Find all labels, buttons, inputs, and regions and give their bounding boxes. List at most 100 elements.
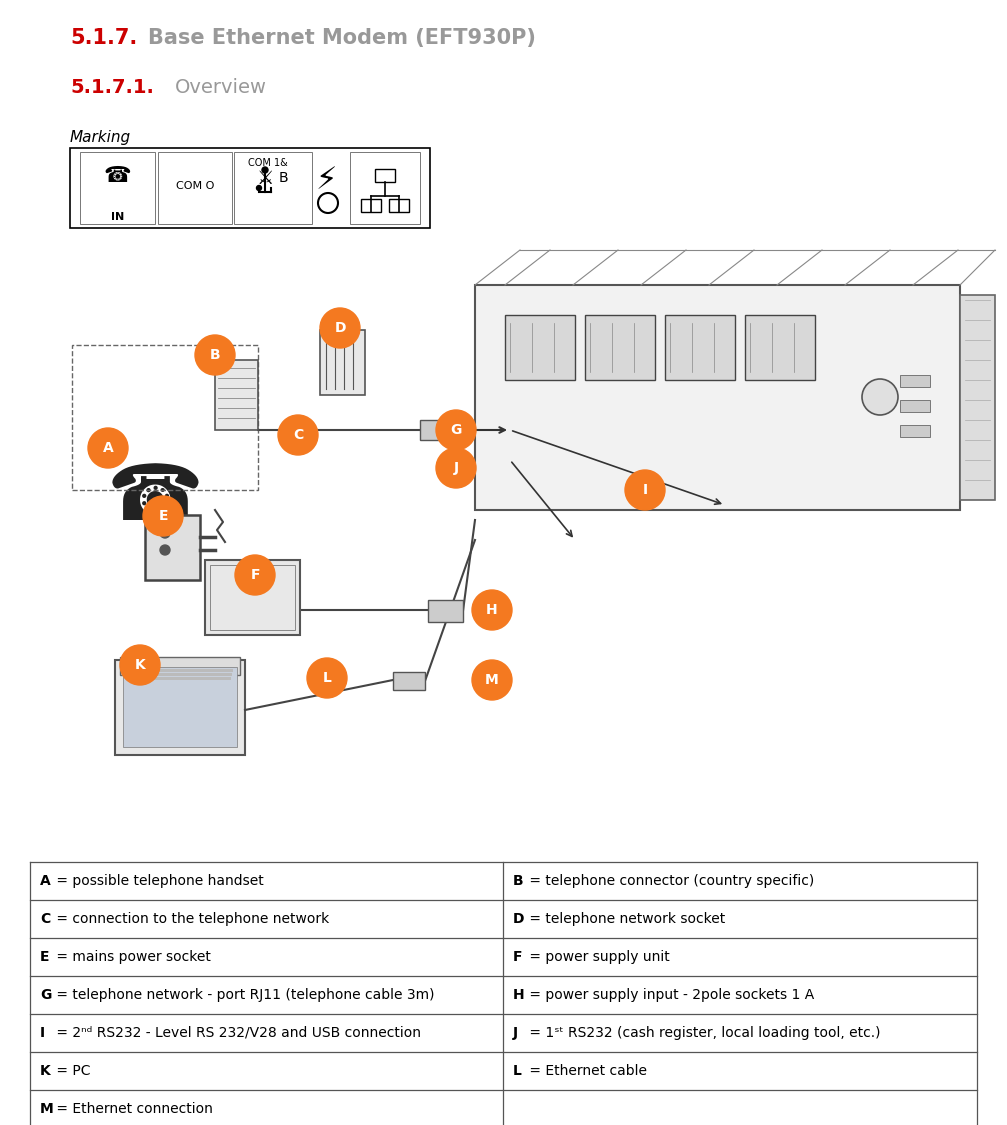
Circle shape [278,415,318,455]
Bar [420,420,448,440]
Text: M: M [485,673,498,687]
Bar [123,669,233,672]
Text: ☎: ☎ [104,166,131,186]
Bar [71,345,258,490]
Text: L: L [322,670,331,685]
Text: I: I [642,483,648,497]
Bar [745,315,815,380]
Bar [30,976,977,1014]
Text: J: J [453,461,458,475]
Circle shape [318,193,338,213]
Text: ☎: ☎ [107,460,203,536]
Circle shape [257,186,262,190]
Text: B: B [209,348,221,362]
Bar [30,1052,977,1090]
Circle shape [320,308,359,348]
Text: C: C [293,428,303,442]
Text: G: G [40,988,51,1002]
Bar [900,425,930,436]
Text: ⚡: ⚡ [315,166,336,195]
Bar [30,862,977,900]
Text: COM 1&: COM 1& [248,158,288,168]
Text: = Ethernet cable: = Ethernet cable [525,1064,648,1078]
Bar [215,360,258,430]
Text: B: B [279,171,289,184]
Bar [30,938,977,976]
Text: E: E [158,508,168,523]
Text: = Ethernet connection: = Ethernet connection [52,1102,212,1116]
Bar [120,657,240,675]
Bar [80,152,155,224]
Bar [900,400,930,412]
Bar [70,148,430,228]
Text: H: H [513,988,525,1002]
Bar [361,199,381,212]
Text: I: I [40,1026,45,1040]
Text: = telephone network socket: = telephone network socket [525,912,725,926]
Circle shape [472,590,512,630]
Bar [960,295,995,500]
Circle shape [160,544,170,555]
Text: IN: IN [111,212,124,222]
Bar [30,900,977,938]
Text: COM O: COM O [176,181,214,191]
Text: D: D [513,912,525,926]
Circle shape [235,555,275,595]
Bar [205,560,300,634]
Text: = PC: = PC [52,1064,91,1078]
Text: = telephone connector (country specific): = telephone connector (country specific) [525,874,815,888]
Bar [127,677,231,680]
Circle shape [160,528,170,538]
Text: E: E [40,950,49,964]
Bar [125,673,232,676]
Text: A: A [40,874,50,888]
Circle shape [625,470,665,510]
Bar [389,199,409,212]
Text: D: D [334,321,345,335]
Text: = possible telephone handset: = possible telephone handset [52,874,264,888]
Bar [30,1014,977,1052]
Bar [30,1090,977,1125]
Text: ⚔: ⚔ [256,169,274,188]
Circle shape [195,335,235,375]
Text: F: F [513,950,523,964]
Text: M: M [40,1102,53,1116]
Circle shape [307,658,347,698]
Text: 5.1.7.1.: 5.1.7.1. [70,78,154,97]
Text: G: G [450,423,461,436]
Text: = power supply input - 2pole sockets 1 A: = power supply input - 2pole sockets 1 A [525,988,815,1002]
Circle shape [862,379,898,415]
Text: Base Ethernet Modem (EFT930P): Base Ethernet Modem (EFT930P) [148,28,536,48]
Text: 5.1.7.: 5.1.7. [70,28,137,48]
Text: A: A [103,441,114,454]
Bar [393,672,425,690]
Circle shape [143,496,183,536]
Bar [350,152,420,224]
Bar [123,667,237,747]
Bar [505,315,575,380]
Text: B: B [513,874,524,888]
Bar [665,315,735,380]
Bar [210,565,295,630]
Text: = 1ˢᵗ RS232 (cash register, local loading tool, etc.): = 1ˢᵗ RS232 (cash register, local loadin… [525,1026,880,1040]
Text: C: C [40,912,50,926]
Bar [585,315,655,380]
Text: L: L [513,1064,522,1078]
Text: F: F [251,568,260,582]
Circle shape [88,428,128,468]
Text: = 2ⁿᵈ RS232 - Level RS 232/V28 and USB connection: = 2ⁿᵈ RS232 - Level RS 232/V28 and USB c… [52,1026,421,1040]
Text: = telephone network - port RJ11 (telephone cable 3m): = telephone network - port RJ11 (telepho… [52,988,434,1002]
Text: = mains power socket: = mains power socket [52,950,210,964]
Bar [115,660,245,755]
Text: H: H [486,603,497,616]
Text: = power supply unit: = power supply unit [525,950,670,964]
Bar [900,375,930,387]
Circle shape [436,448,476,488]
Bar [375,169,395,182]
Circle shape [472,660,512,700]
Text: = connection to the telephone network: = connection to the telephone network [52,912,329,926]
Text: J: J [513,1026,519,1040]
Bar [158,152,232,224]
Text: Overview: Overview [175,78,267,97]
Circle shape [120,645,160,685]
